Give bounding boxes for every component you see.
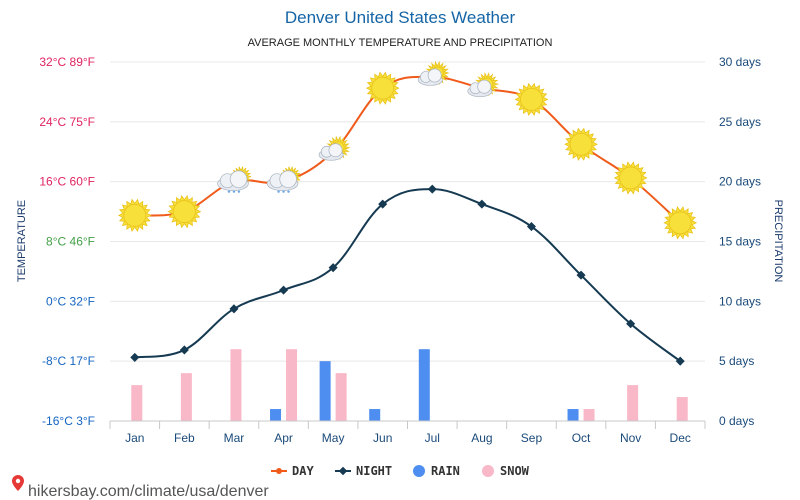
snow-bar [131, 385, 143, 421]
y-tick-right-label: 5 days [719, 354, 754, 368]
legend: DAY NIGHT RAIN SNOW [271, 464, 530, 478]
x-tick-label: Oct [572, 431, 591, 445]
snow-bar [335, 373, 347, 421]
footer[interactable]: hikersbay.com/climate/usa/denver [12, 475, 269, 500]
snow-bar [230, 349, 242, 421]
y-tick-left-label: -8°C 17°F [42, 354, 95, 368]
night-marker [427, 184, 437, 194]
rain-bar [369, 409, 381, 421]
snow-bar [286, 349, 298, 421]
rain-bar [418, 349, 430, 421]
legend-label: RAIN [431, 464, 460, 478]
y-tick-left-label: 24°C 75°F [39, 115, 95, 129]
sun-icon [365, 71, 400, 105]
x-tick-label: Feb [174, 431, 195, 445]
legend-label: SNOW [500, 464, 530, 478]
chart-subtitle: AVERAGE MONTHLY TEMPERATURE AND PRECIPIT… [248, 37, 553, 49]
night-line [134, 188, 681, 362]
location-pin-icon [12, 475, 24, 491]
y-axis-left-label: TEMPERATURE [16, 200, 28, 282]
snow-bar [583, 409, 595, 421]
snow-bar [180, 373, 192, 421]
y-tick-left-label: 32°C 89°F [39, 55, 95, 69]
y-ticks-left: 32°C 89°F 24°C 75°F 16°C 60°F 8°C 46°F 0°C 3… [39, 55, 95, 428]
y-tick-right-label: 15 days [719, 235, 761, 249]
night-marker [229, 304, 239, 314]
temperature-lines [130, 75, 685, 366]
y-tick-right-label: 10 days [719, 294, 761, 308]
sun-icon [117, 198, 152, 232]
sun-icon [613, 161, 648, 195]
y-tick-right-label: 0 days [719, 414, 754, 428]
y-ticks-right: 30 days 25 days 20 days 15 days 10 days 5 day… [719, 55, 761, 428]
snow-bar [627, 385, 639, 421]
x-tick-label: Nov [620, 431, 641, 445]
x-axis: Jan Feb Mar Apr May Jun Jul Aug Sep Oct Nov Dec [109, 420, 706, 445]
legend-label: DAY [292, 464, 314, 478]
day-line [134, 75, 681, 224]
x-tick-label: Dec [670, 431, 691, 445]
weather-icons [117, 60, 698, 240]
partly-cloudy-icon [467, 71, 500, 98]
rain-bar [567, 409, 579, 421]
sun-icon [167, 194, 202, 229]
sun-icon [663, 206, 698, 240]
rain-bar [270, 409, 282, 421]
night-marker [526, 222, 536, 232]
legend-label: NIGHT [356, 464, 392, 478]
x-tick-label: Apr [274, 431, 293, 445]
x-tick-label: Jul [425, 431, 440, 445]
night-marker [179, 345, 189, 355]
sun-icon [564, 127, 598, 161]
night-marker [130, 352, 140, 362]
snow-bar [676, 397, 688, 421]
sun-icon [514, 82, 549, 117]
x-tick-label: Aug [471, 431, 492, 445]
precipitation-bars [131, 349, 688, 421]
partly-cloudy-icon [318, 135, 351, 161]
cloud-rain-icon [217, 166, 252, 193]
night-marker [477, 199, 487, 209]
grid-lines [110, 61, 705, 422]
x-tick-label: Mar [224, 431, 245, 445]
x-tick-label: Jan [125, 431, 144, 445]
y-tick-right-label: 25 days [719, 115, 761, 129]
night-marker [675, 356, 685, 366]
chart-title: Denver United States Weather [285, 8, 516, 27]
rain-bar [319, 361, 331, 421]
partly-cloudy-icon [417, 60, 450, 86]
y-tick-left-label: -16°C 3°F [42, 414, 95, 428]
y-axis-right-label: PRECIPITATION [772, 200, 784, 283]
legend-item-snow[interactable]: SNOW [482, 464, 530, 478]
y-tick-right-label: 30 days [719, 55, 761, 69]
y-tick-left-label: 16°C 60°F [39, 175, 95, 189]
x-tick-label: Jun [373, 431, 392, 445]
x-tick-label: May [322, 431, 345, 445]
legend-item-rain[interactable]: RAIN [413, 464, 460, 478]
cloud-rain-icon [266, 166, 301, 193]
night-marker [279, 285, 289, 295]
y-tick-right-label: 20 days [719, 175, 761, 189]
x-tick-label: Sep [521, 431, 543, 445]
legend-item-day[interactable]: DAY [271, 464, 314, 478]
y-tick-left-label: 0°C 32°F [46, 294, 95, 308]
legend-item-night[interactable]: NIGHT [335, 464, 392, 478]
footer-url[interactable]: hikersbay.com/climate/usa/denver [28, 483, 269, 500]
y-tick-left-label: 8°C 46°F [46, 235, 95, 249]
